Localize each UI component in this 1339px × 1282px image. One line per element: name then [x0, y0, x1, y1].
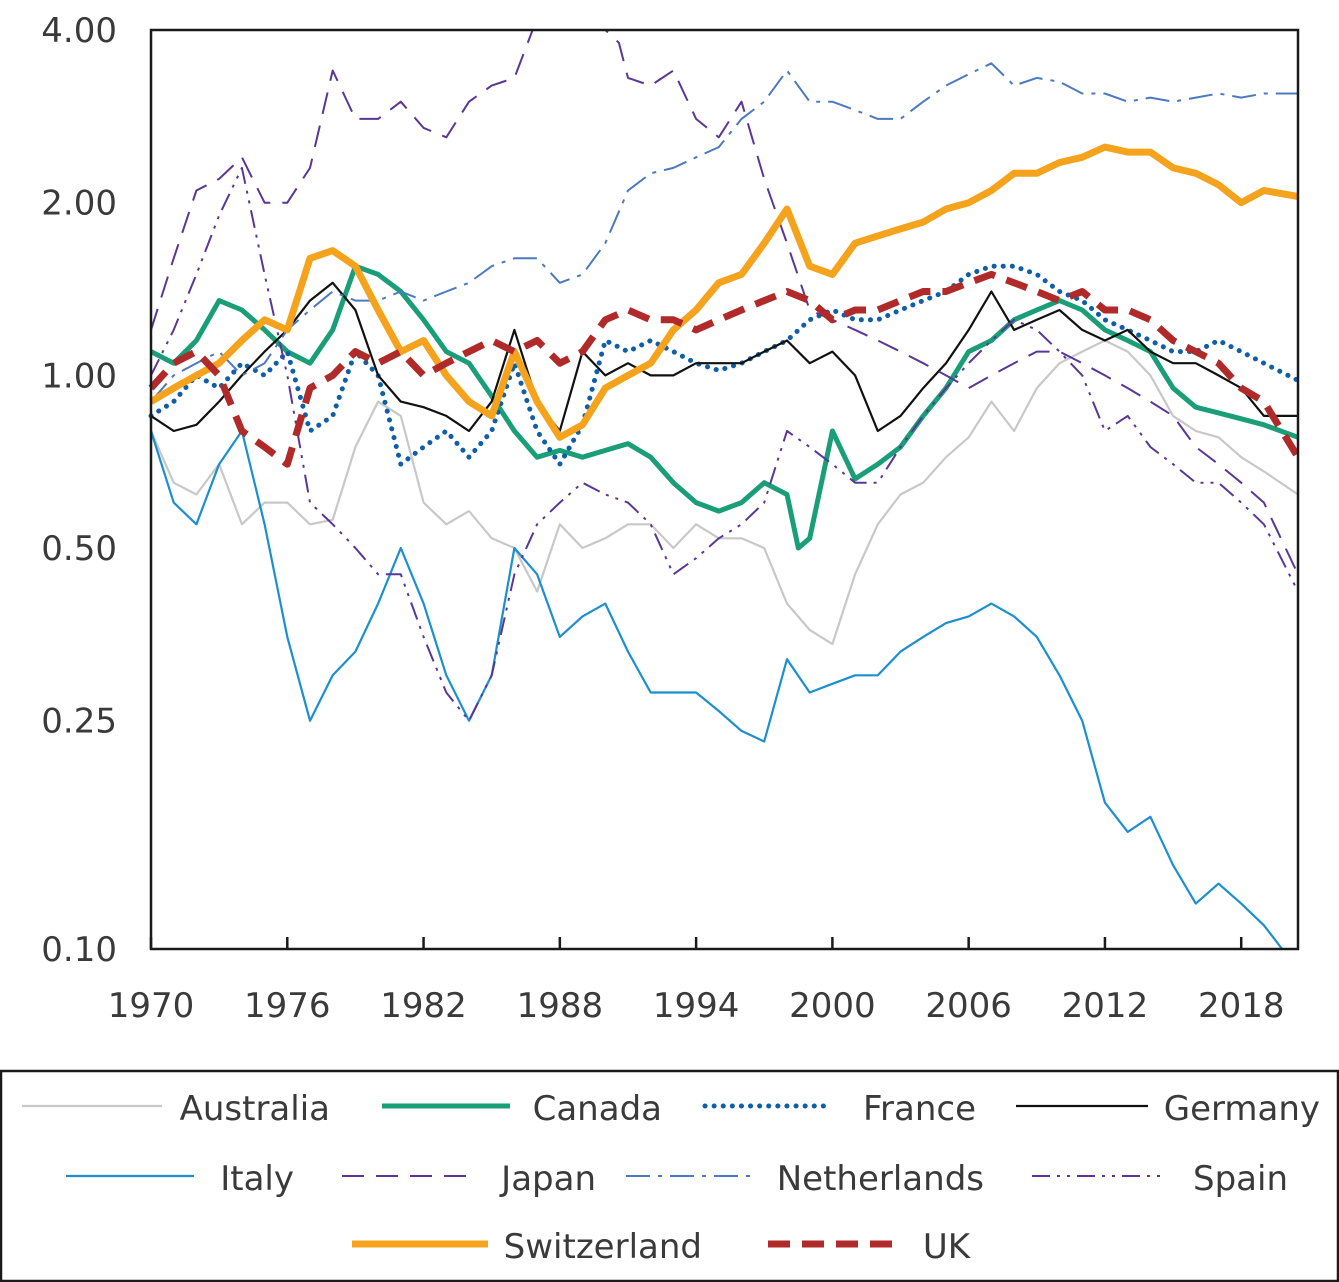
legend-label-italy: Italy: [220, 1159, 294, 1199]
series-lines: [148, 29, 1301, 950]
y-tick-label: 1.00: [41, 356, 117, 396]
y-tick-label: 0.25: [41, 702, 117, 742]
x-tick-label: 1976: [244, 986, 331, 1026]
legend-label-australia: Australia: [180, 1089, 330, 1129]
y-tick-label: 0.10: [41, 930, 117, 970]
series-line-italy: [149, 429, 1283, 950]
legend-box: [0, 1069, 1339, 1282]
y-tick-label: 4.00: [41, 11, 117, 51]
x-tick-label: 1982: [380, 986, 467, 1026]
x-axis: 1970 1976 1982 1988 1994 2000 2006 2012 2018: [108, 937, 1285, 1026]
series-line-japan: [150, 29, 1299, 575]
legend-label-canada: Canada: [533, 1089, 662, 1129]
legend-label-france: France: [863, 1089, 976, 1129]
x-tick-label: 2000: [789, 986, 876, 1026]
x-tick-label: 2012: [1062, 986, 1149, 1026]
y-tick-label: 0.50: [41, 529, 117, 569]
series-line-uk: [148, 270, 1301, 468]
x-tick-label: 2018: [1198, 986, 1285, 1026]
series-line-netherlands: [150, 62, 1298, 403]
legend: Australia Canada France Germany Italy Japan Ne…: [22, 1089, 1320, 1267]
y-axis: 4.00 2.00 1.00 0.50 0.25 0.10: [41, 11, 117, 970]
legend-label-switzerland: Switzerland: [504, 1227, 702, 1267]
x-tick-label: 1994: [653, 986, 740, 1026]
legend-label-spain: Spain: [1193, 1159, 1288, 1199]
series-line-france: [148, 263, 1301, 467]
series-line-germany: [150, 281, 1298, 433]
series-line-canada: [149, 263, 1299, 551]
legend-label-uk: UK: [923, 1227, 972, 1267]
x-tick-label: 1988: [517, 986, 604, 1026]
legend-label-germany: Germany: [1164, 1089, 1320, 1129]
series-line-spain: [150, 166, 1299, 722]
legend-label-netherlands: Netherlands: [777, 1159, 984, 1199]
x-tick-label: 2006: [925, 986, 1012, 1026]
x-tick-label: 1970: [108, 986, 195, 1026]
plot-frame: [149, 28, 1300, 951]
legend-label-japan: Japan: [499, 1159, 596, 1199]
series-line-switzerland: [149, 143, 1299, 441]
y-tick-label: 2.00: [41, 184, 117, 224]
